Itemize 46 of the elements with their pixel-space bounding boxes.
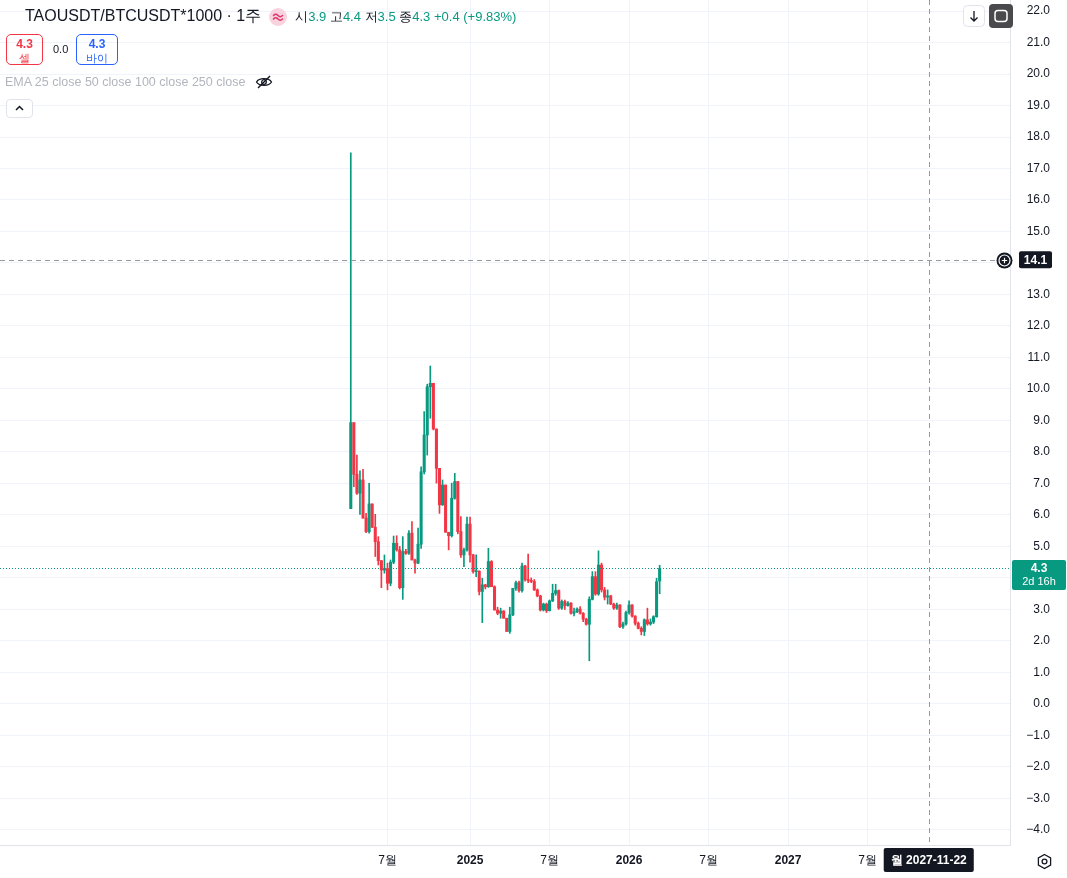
y-tick-label: 13.0: [1026, 286, 1051, 301]
y-tick-label: 20.0: [1026, 66, 1051, 81]
ref-line-label: 4.3 2d 16h: [1022, 561, 1056, 588]
annotation: EMA 25 close 50 close 100 close 250 close: [5, 75, 246, 89]
x-tick-label: 7월: [699, 852, 718, 867]
sell-button: 4.3 셀: [6, 34, 43, 65]
y-tick-label: 21.0: [1026, 34, 1051, 49]
x-tick-label: 7월: [540, 852, 559, 867]
y-tick-label: 12.0: [1026, 318, 1051, 333]
candlestick: [480, 577, 484, 623]
y-tick-label: 17.0: [1026, 160, 1051, 175]
buy-button: 4.3 바이: [76, 34, 118, 65]
annotation: 셀: [18, 51, 31, 66]
y-tick-label: −2.0: [1026, 759, 1051, 774]
annotation: 0.0: [53, 43, 69, 55]
ref-line-label: 월 2027-11-22: [890, 853, 968, 868]
y-tick-label: 9.0: [1033, 412, 1051, 427]
y-tick-label: −4.0: [1026, 822, 1051, 837]
y-tick-label: 18.0: [1026, 129, 1051, 144]
y-tick-label: 10.0: [1026, 381, 1051, 396]
y-tick-label: 3.0: [1033, 601, 1051, 616]
y-tick-label: 2.0: [1033, 633, 1051, 648]
y-tick-label: −3.0: [1026, 790, 1051, 805]
y-tick-label: 1.0: [1033, 664, 1051, 679]
annotation: 4.3: [87, 37, 107, 51]
y-tick-label: 19.0: [1026, 97, 1051, 112]
ref-line-label: 14.1: [1023, 252, 1048, 267]
annotation: 시3.9 고4.4 저3.5 종4.3 +0.4 (+9.83%): [295, 8, 517, 24]
y-tick-label: 11.0: [1027, 349, 1051, 364]
x-tick-label: 7월: [378, 852, 397, 867]
annotation: 바이: [85, 51, 109, 66]
y-tick-label: 0.0: [1033, 696, 1051, 711]
x-tick-label: 2026: [615, 852, 643, 867]
x-tick-label: 2027: [774, 852, 802, 867]
annotation: 4.3: [15, 37, 34, 51]
y-tick-label: 15.0: [1026, 223, 1051, 238]
y-tick-label: 16.0: [1026, 192, 1051, 207]
y-tick-label: 6.0: [1033, 507, 1051, 522]
x-tick-label: 2025: [456, 852, 484, 867]
y-tick-label: 8.0: [1033, 444, 1051, 459]
y-tick-label: 22.0: [1026, 3, 1051, 18]
chart-title: TAOUSDT/BTCUSDT*1000 · 1주: [25, 6, 262, 26]
y-tick-label: 5.0: [1033, 538, 1051, 553]
y-tick-label: 7.0: [1033, 475, 1051, 490]
x-tick-label: 7월: [858, 852, 877, 867]
y-tick-label: −1.0: [1026, 727, 1051, 742]
